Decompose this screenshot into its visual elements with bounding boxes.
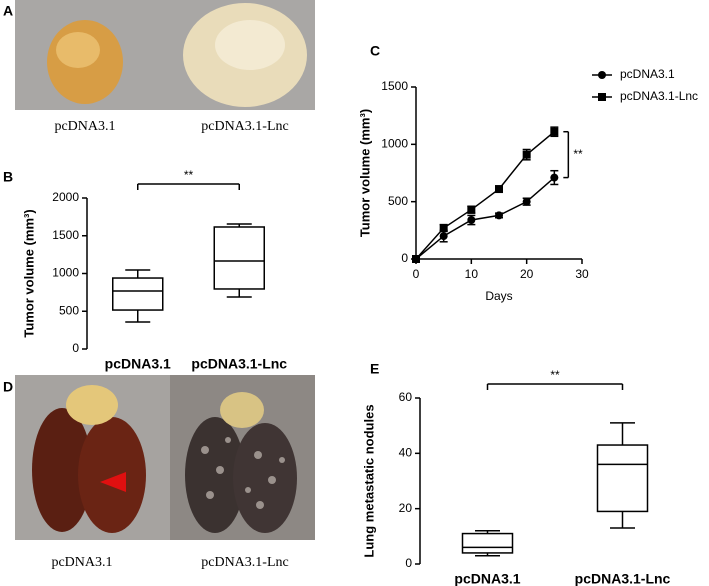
marker	[412, 255, 420, 263]
marker	[550, 127, 559, 136]
box	[213, 226, 265, 290]
legend-marker	[598, 93, 606, 101]
x-tick-label: pcDNA3.1-Lnc	[575, 571, 671, 586]
y-tick-label: 0	[401, 251, 408, 265]
y-tick-label: 0	[72, 341, 79, 355]
marker	[439, 232, 448, 241]
nodules	[201, 437, 285, 509]
photo-label: pcDNA3.1	[51, 555, 112, 570]
x-axis-title: Days	[485, 289, 512, 303]
lung	[78, 417, 146, 533]
photo-a	[15, 0, 315, 110]
box	[112, 277, 164, 311]
photo-d	[15, 375, 315, 540]
photo-label: pcDNA3.1	[54, 119, 115, 134]
series-line	[415, 177, 555, 260]
panel-letter: C	[370, 43, 380, 59]
lung	[185, 417, 245, 533]
panel-letter: E	[370, 361, 379, 377]
lung	[233, 423, 297, 533]
legend-label: pcDNA3.1	[620, 67, 675, 81]
y-tick-label: 40	[399, 446, 413, 460]
tumor-highlight	[56, 32, 100, 68]
panel-letter: D	[3, 379, 13, 395]
photo-label: pcDNA3.1-Lnc	[201, 555, 288, 570]
photo-label: pcDNA3.1-Lnc	[201, 119, 288, 134]
y-axis-title: Tumor volume (mm³)	[357, 109, 372, 237]
x-tick-label: pcDNA3.1	[105, 356, 171, 372]
marker	[495, 185, 503, 194]
arrow	[100, 472, 126, 492]
y-axis-title: Lung metastatic nodules	[361, 404, 376, 557]
box	[461, 532, 514, 554]
marker	[467, 205, 476, 214]
y-tick-label: 1000	[381, 137, 408, 151]
x-tick-label: 30	[575, 267, 589, 281]
legend-marker	[598, 71, 606, 79]
marker	[467, 216, 476, 225]
legend-label: pcDNA3.1-Lnc	[620, 89, 698, 103]
significance-label: **	[550, 368, 560, 382]
y-tick-label: 500	[59, 303, 79, 317]
marker	[550, 173, 559, 182]
x-tick-label: pcDNA3.1-Lnc	[191, 356, 287, 372]
trachea	[220, 392, 264, 428]
marker	[439, 224, 448, 233]
box	[596, 444, 649, 513]
series-line	[415, 131, 555, 260]
significance-label: **	[573, 147, 583, 161]
lung	[32, 408, 92, 532]
x-tick-label: 0	[413, 267, 420, 281]
significance-label: **	[184, 168, 194, 182]
y-axis-title: Tumor volume (mm³)	[21, 209, 36, 337]
panel-letter: B	[3, 169, 13, 185]
y-tick-label: 0	[405, 556, 412, 570]
x-tick-label: 20	[520, 267, 534, 281]
tumor-highlight	[215, 20, 285, 70]
y-tick-label: 2000	[52, 190, 79, 204]
marker	[522, 197, 531, 206]
x-tick-label: pcDNA3.1	[454, 571, 520, 586]
y-tick-label: 1500	[52, 228, 79, 242]
y-tick-label: 60	[399, 390, 413, 404]
y-tick-label: 20	[399, 501, 413, 515]
trachea	[66, 385, 118, 425]
panel-letter: A	[3, 3, 13, 19]
y-tick-label: 500	[388, 194, 408, 208]
marker	[495, 211, 503, 220]
y-tick-label: 1500	[381, 79, 408, 93]
marker	[522, 150, 531, 159]
y-tick-label: 1000	[52, 266, 79, 280]
x-tick-label: 10	[465, 267, 479, 281]
